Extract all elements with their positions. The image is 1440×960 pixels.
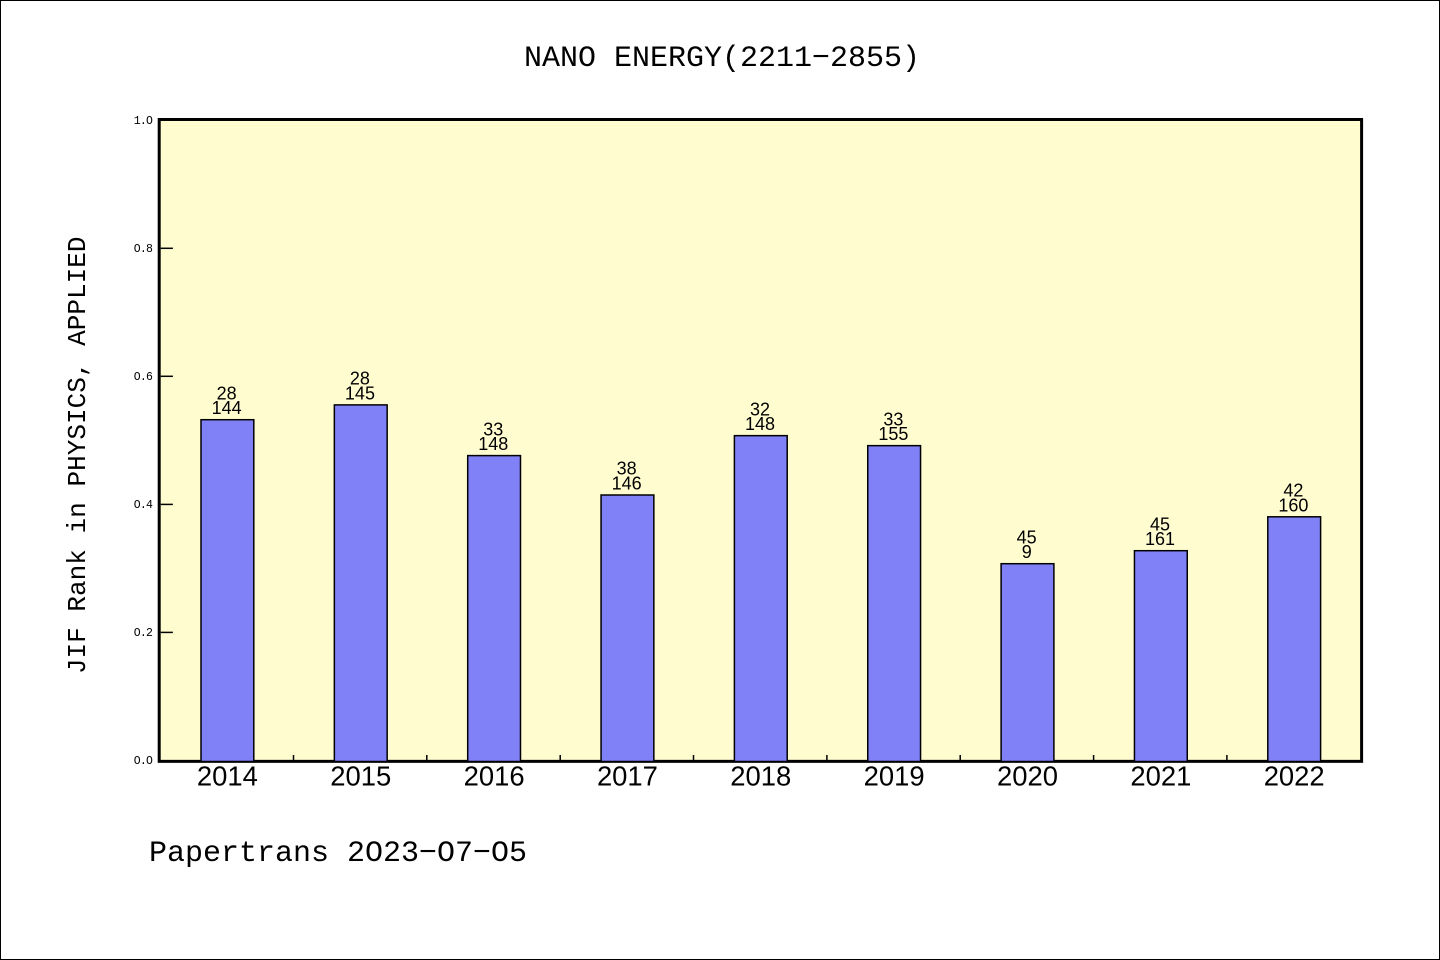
svg-text:O.2: O.2 (134, 627, 153, 640)
svg-text:2022: 2022 (1264, 761, 1325, 792)
svg-text:148: 148 (745, 414, 775, 434)
svg-text:28: 28 (217, 383, 237, 403)
svg-text:2016: 2016 (464, 761, 525, 792)
svg-text:155: 155 (878, 424, 908, 444)
svg-text:146: 146 (612, 474, 642, 494)
svg-text:NANO ENERGY(2211−2855): NANO ENERGY(2211−2855) (524, 42, 920, 76)
svg-text:32: 32 (750, 399, 770, 419)
svg-text:28: 28 (350, 369, 370, 389)
svg-text:2014: 2014 (197, 761, 258, 792)
svg-text:45: 45 (1150, 514, 1170, 534)
svg-text:38: 38 (617, 459, 637, 479)
svg-text:O.O: O.O (134, 755, 153, 768)
svg-text:Papertrans 2O23−O7−O5: Papertrans 2O23−O7−O5 (149, 837, 527, 871)
svg-text:2021: 2021 (1130, 761, 1191, 792)
svg-text:2018: 2018 (730, 761, 791, 792)
svg-text:2020: 2020 (997, 761, 1058, 792)
svg-text:160: 160 (1278, 495, 1308, 515)
svg-text:2019: 2019 (864, 761, 925, 792)
svg-text:42: 42 (1283, 481, 1303, 501)
svg-text:O.8: O.8 (134, 243, 153, 256)
svg-text:145: 145 (345, 383, 375, 403)
svg-text:45: 45 (1017, 527, 1037, 547)
svg-text:33: 33 (483, 419, 503, 439)
svg-text:2017: 2017 (597, 761, 658, 792)
svg-text:144: 144 (212, 398, 242, 418)
svg-text:O.4: O.4 (134, 499, 153, 512)
svg-text:9: 9 (1022, 542, 1032, 562)
svg-text:O.6: O.6 (134, 371, 153, 384)
svg-text:2015: 2015 (330, 761, 391, 792)
svg-text:JIF Rank in PHYSICS, APPLIED: JIF Rank in PHYSICS, APPLIED (63, 236, 93, 674)
svg-text:148: 148 (478, 434, 508, 454)
svg-text:161: 161 (1145, 529, 1175, 549)
svg-text:33: 33 (883, 409, 903, 429)
svg-text:1.O: 1.O (134, 115, 153, 128)
